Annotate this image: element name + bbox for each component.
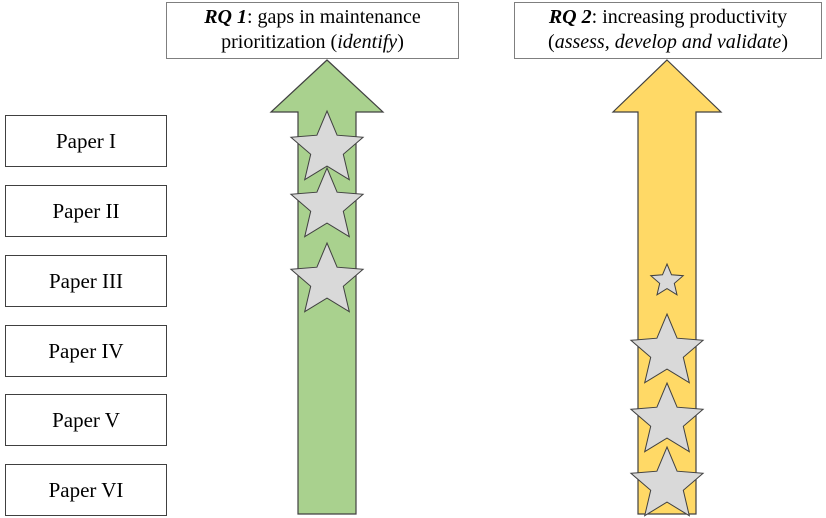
paper-box-6: Paper VI: [5, 464, 167, 516]
rq2-star-3: [649, 262, 685, 296]
rq2-star-6: [629, 445, 705, 517]
rq2-label: RQ 2: [548, 6, 592, 28]
paper-box-2: Paper II: [5, 185, 167, 237]
rq1-box: RQ 1: gaps in maintenance prioritization…: [166, 2, 459, 59]
rq1-star-2: [289, 166, 365, 238]
rq2-star-5: [629, 381, 705, 453]
rq2-text: : increasing productivity: [591, 6, 788, 28]
paper-box-3: Paper III: [5, 255, 167, 307]
paper-box-5: Paper V: [5, 394, 167, 446]
rq1-line2-post: ): [397, 31, 404, 53]
rq2-star-4: [629, 312, 705, 384]
rq1-star-3: [289, 241, 365, 313]
rq2-line2-post: ): [781, 31, 788, 53]
rq2-box: RQ 2: increasing productivity (assess, d…: [514, 2, 822, 59]
rq1-star-1: [289, 109, 365, 181]
rq2-line2-pre: (: [548, 31, 555, 53]
rq2-line2-em: assess, develop and validate: [554, 31, 782, 53]
rq1-line2-pre: prioritization (: [221, 31, 338, 53]
paper-box-1: Paper I: [5, 115, 167, 167]
rq1-label: RQ 1: [204, 6, 247, 28]
paper-box-4: Paper IV: [5, 325, 167, 377]
rq1-line2-em: identify: [337, 31, 398, 53]
rq1-text: : gaps in maintenance: [246, 6, 421, 28]
